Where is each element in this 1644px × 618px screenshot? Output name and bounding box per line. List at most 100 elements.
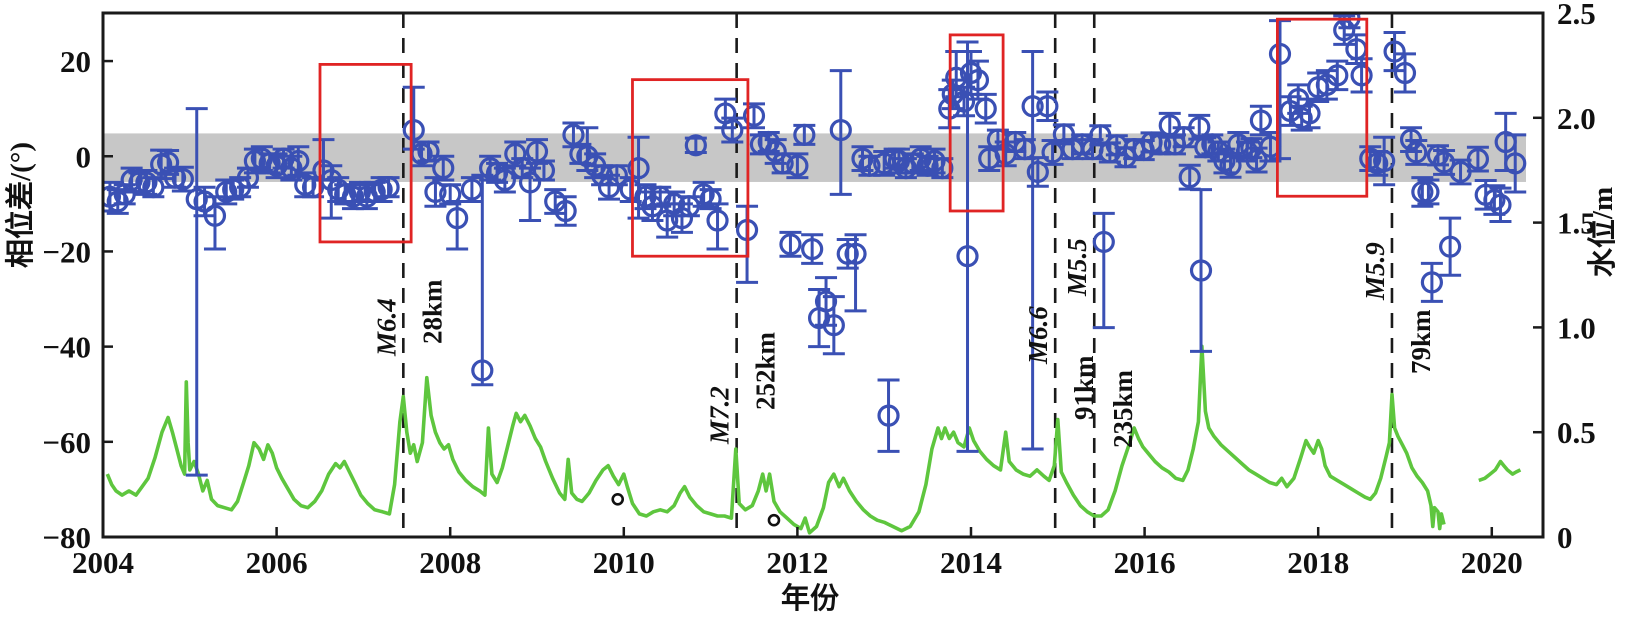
phase-point — [446, 199, 469, 251]
phase-point — [532, 159, 556, 182]
y-right-tick-label: 2.0 — [1557, 101, 1596, 136]
water-level-line — [105, 344, 1446, 535]
phase-circle-marker — [402, 118, 425, 142]
phase-circle-marker — [1201, 133, 1224, 156]
phase-circle-marker — [959, 61, 983, 85]
phase-circle-marker — [844, 242, 867, 265]
phase-circle-marker — [721, 118, 744, 142]
earthquake-distance-label: 79km — [1406, 309, 1436, 374]
earthquake-distance-label: 252km — [751, 331, 781, 410]
earthquake-labels-layer: M6.4 28km M7.2 252km M6.6 91km M5.5 235km M5.9 79… — [371, 238, 1436, 448]
phase-point — [858, 154, 881, 177]
phase-circle-marker — [1432, 151, 1456, 174]
phase-circle-marker — [1345, 38, 1368, 61]
x-tick-label: 2018 — [1287, 545, 1349, 580]
phase-circle-marker — [460, 178, 483, 201]
y-left-tick-label: 20 — [60, 44, 91, 79]
phase-point — [974, 92, 997, 125]
phase-circle-marker — [493, 168, 516, 192]
phase-point — [1326, 59, 1349, 92]
phase-circle-marker — [554, 199, 577, 223]
phase-circle-marker — [742, 104, 766, 127]
y-right-tick-label: 0 — [1557, 520, 1573, 555]
y-left-tick-label: −40 — [42, 330, 91, 365]
plot-border — [101, 11, 1545, 539]
highlight-box — [1275, 17, 1369, 198]
phase-point — [377, 176, 400, 199]
phase-circle-marker — [887, 149, 911, 173]
phase-point — [1504, 133, 1527, 194]
highlight-box — [631, 78, 750, 258]
phase-circle-marker — [532, 159, 556, 182]
phase-point — [142, 176, 165, 199]
phase-circle-marker — [1411, 180, 1434, 204]
phase-point — [402, 85, 425, 151]
y-left-tick-label: −80 — [42, 520, 91, 555]
phase-circle-marker — [439, 183, 462, 206]
phase-point — [877, 378, 900, 453]
phase-circle-marker — [836, 242, 859, 265]
phase-circle-marker — [1504, 152, 1527, 175]
phase-circle-marker — [301, 176, 325, 199]
phase-circle-marker — [525, 140, 549, 163]
highlight-box — [948, 33, 1005, 213]
phase-circle-marker — [1483, 188, 1506, 212]
phase-circle-marker — [417, 140, 440, 163]
phase-circle-marker — [829, 118, 852, 142]
phase-point — [684, 134, 707, 157]
phase-point — [1405, 139, 1428, 166]
water-level-line — [1478, 459, 1522, 483]
phase-circle-marker — [1373, 149, 1396, 173]
phase-circle-marker — [1417, 180, 1440, 204]
phase-point — [956, 40, 979, 453]
phase-circle-marker — [1172, 126, 1195, 149]
phase-circle-marker — [1219, 154, 1242, 177]
phase-point — [1483, 184, 1506, 216]
phase-circle-marker — [1021, 95, 1044, 118]
phase-circle-marker — [142, 176, 165, 199]
phase-point — [706, 202, 729, 251]
y-left-tick-label: −20 — [42, 234, 91, 269]
phase-circle-marker — [1393, 61, 1417, 85]
phase-circle-marker — [377, 176, 400, 199]
earthquake-magnitude-label: M6.4 — [371, 298, 401, 357]
phase-circle-marker — [952, 90, 976, 113]
phase-circle-marker — [699, 187, 722, 211]
phase-point — [1189, 188, 1213, 353]
x-tick-label: 2010 — [593, 545, 655, 580]
phase-point — [793, 123, 816, 146]
phase-circle-marker — [432, 157, 455, 180]
phase-circle-marker — [764, 140, 787, 163]
phase-circle-marker — [1249, 109, 1273, 132]
y-axis-title-left: 相位差/(°) — [3, 142, 37, 268]
water-level-layer — [105, 344, 1522, 535]
phase-circle-marker — [1189, 259, 1213, 282]
phase-circle-marker — [909, 147, 932, 170]
phase-point — [1092, 211, 1115, 330]
phase-point — [822, 295, 845, 356]
phase-circle-marker — [1350, 64, 1373, 87]
phase-point — [1245, 146, 1268, 174]
phase-circle-marker — [1178, 166, 1201, 189]
phase-circle-marker — [1041, 141, 1064, 164]
phase-circle-marker — [471, 359, 494, 382]
phase-circle-marker — [1439, 235, 1462, 258]
phase-circle-marker — [203, 204, 227, 227]
phase-circle-marker — [1405, 141, 1428, 164]
phase-circle-marker — [605, 164, 628, 187]
x-tick-label: 2004 — [72, 545, 134, 580]
phase-circle-marker — [851, 147, 874, 170]
phase-circle-marker — [1333, 19, 1356, 42]
phase-point — [1172, 126, 1195, 149]
phase-point — [1070, 133, 1094, 156]
phase-point — [1420, 261, 1443, 303]
phase-circle-marker — [822, 314, 845, 337]
phase-point — [203, 195, 227, 251]
phase-circle-marker — [106, 190, 129, 213]
earthquake-distance-label: 235km — [1108, 369, 1138, 448]
x-tick-label: 2012 — [766, 545, 828, 580]
phase-circle-marker — [171, 167, 194, 191]
phase-points-layer — [103, 13, 1527, 477]
phase-point — [1249, 104, 1273, 137]
